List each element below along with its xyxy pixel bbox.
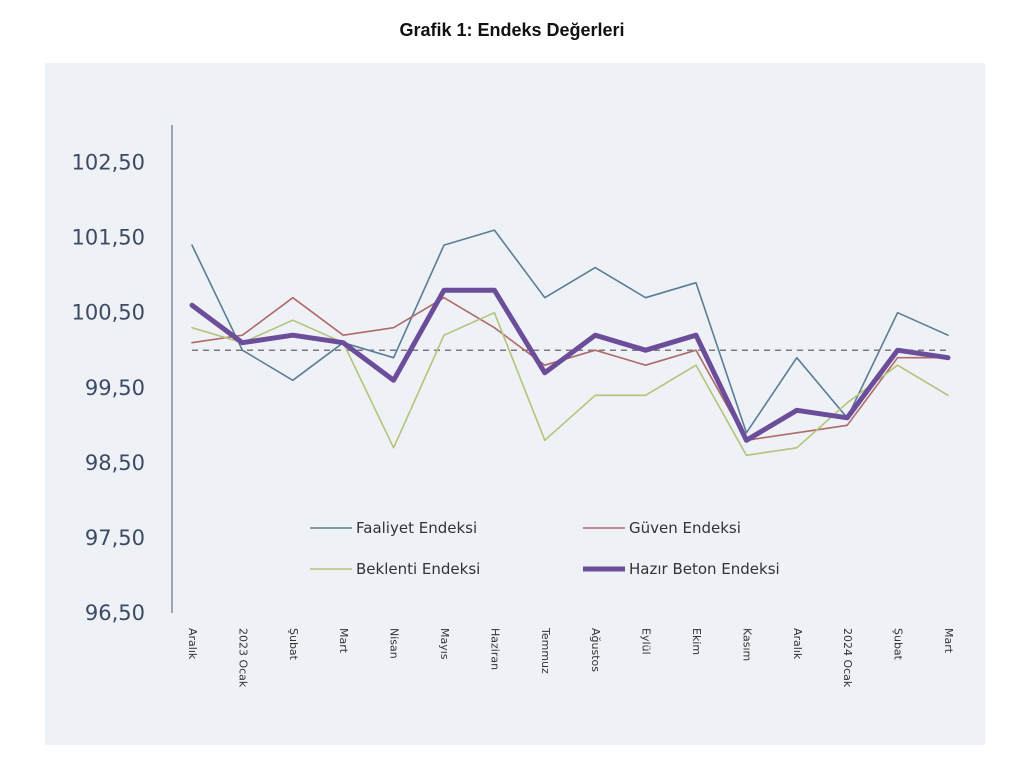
x-tick-label: Nisan	[388, 628, 401, 659]
y-tick-label: 102,50	[72, 151, 145, 175]
x-tick-label: Aralık	[791, 628, 804, 660]
series-line	[191, 311, 949, 457]
x-tick-label: Ekim	[690, 628, 703, 655]
x-tick-label: 2024 Ocak	[841, 628, 854, 688]
x-tick-label: Haziran	[488, 628, 501, 670]
series-group	[189, 229, 951, 457]
legend: Faaliyet Endeksi Güven Endeksi Beklenti En…	[310, 519, 780, 578]
y-tick-label: 101,50	[72, 226, 145, 250]
y-tick-label: 96,50	[85, 601, 145, 625]
legend-label: Faaliyet Endeksi	[356, 519, 477, 537]
x-tick-label: Aralık	[186, 628, 199, 660]
y-axis: 102,50 101,50 100,50 99,50 98,50 97,50 96,50	[72, 125, 173, 625]
plot-area-background	[45, 63, 985, 745]
x-tick-label: 2023 Ocak	[236, 628, 249, 688]
legend-label: Güven Endeksi	[629, 519, 741, 537]
legend-label: Hazır Beton Endeksi	[629, 560, 780, 578]
y-tick-label: 98,50	[85, 451, 145, 475]
chart-title: Grafik 1: Endeks Değerleri	[399, 20, 625, 40]
x-tick-label: Ağustos	[589, 628, 602, 672]
x-tick-label: Eylül	[640, 628, 653, 655]
y-tick-label: 100,50	[72, 301, 145, 325]
x-tick-label: Mart	[337, 628, 350, 654]
x-tick-label: Mart	[942, 628, 955, 654]
x-tick-label: Kasım	[740, 628, 753, 661]
x-tick-label: Mayıs	[438, 628, 451, 660]
y-tick-label: 99,50	[85, 376, 145, 400]
legend-label: Beklenti Endeksi	[356, 560, 480, 578]
series-line	[191, 296, 949, 442]
x-tick-label: Şubat	[287, 628, 300, 661]
series-line	[191, 229, 949, 434]
series-line	[189, 287, 951, 443]
x-tick-label: Temmuz	[539, 627, 552, 674]
y-tick-label: 97,50	[85, 526, 145, 550]
x-tick-label: Şubat	[892, 628, 905, 661]
x-axis: Aralık 2023 Ocak Şubat Mart Nisan Mayıs Hazira…	[186, 627, 955, 688]
